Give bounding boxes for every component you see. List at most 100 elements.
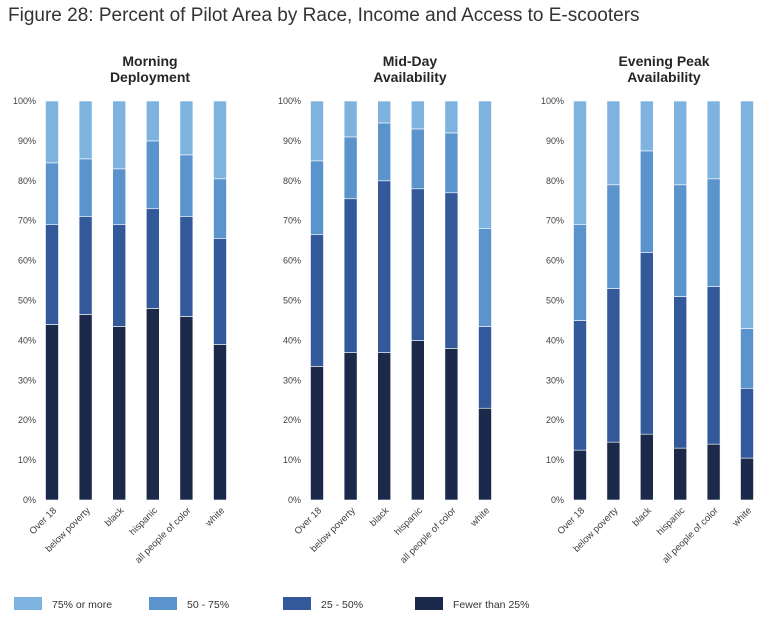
bar-segment — [706, 100, 721, 180]
legend-swatch — [14, 597, 42, 610]
category-label: black — [103, 505, 127, 529]
y-tick-label: 100% — [278, 96, 301, 106]
bar-segment — [377, 122, 392, 182]
bar-segment — [377, 100, 392, 124]
category-label: black — [368, 505, 392, 529]
y-tick-label: 10% — [18, 455, 36, 465]
bar-segment — [478, 228, 492, 327]
legend-swatch — [415, 597, 443, 610]
bar-segment — [639, 150, 654, 253]
bar-segment — [410, 100, 425, 130]
bar-segment — [78, 100, 93, 160]
bar-segment — [45, 324, 59, 501]
bar-segment — [213, 178, 227, 239]
bar-segment — [740, 387, 754, 459]
y-tick-label: 90% — [18, 136, 36, 146]
bar-segment — [213, 344, 227, 501]
bar-segment — [377, 180, 392, 353]
panel-title: Evening Peak Availability — [618, 53, 709, 85]
bar-segment — [112, 326, 126, 501]
bar-segment — [478, 326, 492, 409]
bar-segment — [78, 158, 93, 218]
bar-segment — [410, 188, 425, 341]
y-tick-label: 0% — [551, 495, 564, 505]
figure-title: Figure 28: Percent of Pilot Area by Race… — [8, 5, 640, 26]
bar-segment — [343, 100, 358, 138]
y-tick-label: 40% — [18, 335, 36, 345]
y-tick-label: 30% — [546, 375, 564, 385]
bar-segment — [606, 184, 621, 289]
bar-segment — [444, 132, 459, 194]
legend-label: 75% or more — [52, 599, 112, 611]
bar-segment — [112, 168, 126, 225]
y-tick-label: 20% — [18, 415, 36, 425]
bar-segment — [213, 238, 227, 345]
legend-swatch — [283, 597, 311, 610]
bar-segment — [673, 100, 688, 186]
bar-segment — [673, 184, 688, 297]
y-tick-label: 60% — [18, 256, 36, 266]
bar-segment — [478, 100, 492, 229]
bar-segment — [410, 128, 425, 190]
bar-segment — [706, 443, 721, 501]
bar-segment — [410, 340, 425, 501]
bar-segment — [179, 316, 194, 501]
category-label: black — [630, 505, 654, 529]
bar-segment — [740, 100, 754, 329]
category-label: Over 18 — [292, 505, 324, 537]
y-tick-label: 90% — [546, 136, 564, 146]
bar-segment — [444, 100, 459, 134]
category-label: hispanic — [392, 505, 425, 538]
panel-title: Morning Deployment — [110, 53, 190, 85]
bar-segment — [343, 198, 358, 353]
bar-segment — [478, 407, 492, 501]
y-tick-label: 0% — [288, 495, 301, 505]
bar-segment — [606, 441, 621, 501]
category-label: Over 18 — [27, 505, 59, 537]
y-tick-label: 60% — [283, 256, 301, 266]
legend-label: 25 - 50% — [321, 599, 363, 611]
bar-segment — [606, 288, 621, 443]
legend-label: 50 - 75% — [187, 599, 229, 611]
y-tick-label: 100% — [13, 96, 36, 106]
y-tick-label: 30% — [283, 375, 301, 385]
bar-segment — [673, 447, 688, 501]
bar-segment — [146, 208, 160, 309]
y-tick-label: 50% — [283, 296, 301, 306]
bar-segment — [343, 352, 358, 501]
bar-segment — [45, 162, 59, 225]
bar-segment — [639, 252, 654, 435]
bar-segment — [310, 234, 324, 367]
category-label: white — [468, 505, 492, 529]
bar-segment — [639, 100, 654, 152]
y-tick-label: 100% — [541, 96, 564, 106]
y-tick-label: 80% — [18, 176, 36, 186]
y-tick-label: 40% — [283, 335, 301, 345]
bar-segment — [573, 320, 587, 451]
bar-segment — [706, 178, 721, 287]
category-label: hispanic — [655, 505, 688, 538]
bar-segment — [573, 224, 587, 321]
bar-segment — [179, 100, 194, 156]
bar-segment — [112, 224, 126, 327]
bar-segment — [444, 192, 459, 349]
y-tick-label: 0% — [23, 495, 36, 505]
bar-segment — [45, 100, 59, 164]
bar-segment — [78, 216, 93, 315]
bar-segment — [179, 216, 194, 317]
bar-segment — [213, 100, 227, 180]
category-label: Over 18 — [555, 505, 587, 537]
y-tick-label: 70% — [546, 216, 564, 226]
bar-segment — [573, 100, 587, 225]
y-tick-label: 50% — [546, 296, 564, 306]
category-label: white — [203, 505, 227, 529]
y-tick-label: 80% — [283, 176, 301, 186]
bar-segment — [310, 366, 324, 501]
legend-label: Fewer than 25% — [453, 599, 529, 611]
y-tick-label: 10% — [546, 455, 564, 465]
y-tick-label: 50% — [18, 296, 36, 306]
bar-segment — [639, 433, 654, 501]
y-tick-label: 20% — [283, 415, 301, 425]
